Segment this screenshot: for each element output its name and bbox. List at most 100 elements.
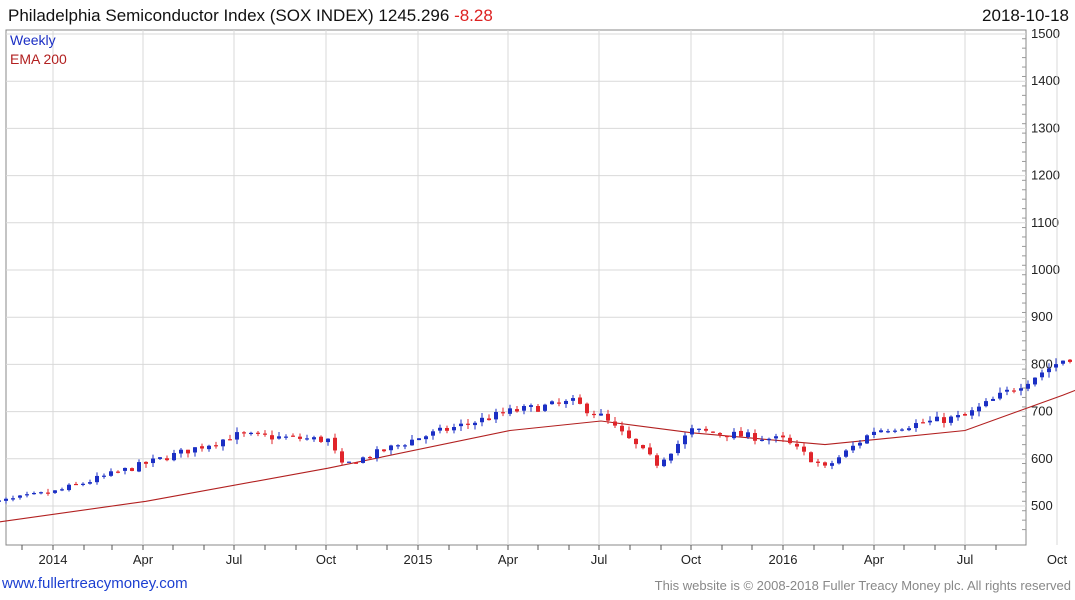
- candle-body: [718, 433, 722, 435]
- candle-body: [249, 432, 253, 435]
- candle-body: [928, 420, 932, 423]
- candle-body: [984, 401, 988, 407]
- candle-body: [319, 436, 323, 442]
- candle-body: [333, 437, 337, 451]
- y-tick-label: 1500: [1031, 26, 1060, 41]
- candle-body: [914, 423, 918, 429]
- candle-body: [32, 492, 36, 495]
- y-tick-label: 700: [1031, 404, 1053, 419]
- candle-body: [284, 436, 288, 438]
- x-tick-label: 2015: [404, 552, 433, 567]
- candle-body: [123, 467, 127, 471]
- candle-body: [1068, 359, 1072, 362]
- candle-body: [739, 430, 743, 437]
- candle-body: [242, 432, 246, 434]
- candle-body: [697, 428, 701, 430]
- candle-body: [53, 490, 57, 493]
- candle-body: [46, 492, 50, 494]
- y-tick-label: 500: [1031, 498, 1053, 513]
- candle-body: [256, 432, 260, 434]
- candle-body: [368, 457, 372, 459]
- candle-body: [228, 439, 232, 441]
- candle-body: [781, 435, 785, 438]
- candle-body: [788, 437, 792, 444]
- candle-body: [67, 484, 71, 491]
- x-tick-label: Oct: [1047, 552, 1068, 567]
- candle-body: [830, 463, 834, 466]
- candle-body: [424, 436, 428, 440]
- candle-body: [606, 413, 610, 421]
- candle-body: [627, 430, 631, 439]
- candle-body: [361, 457, 365, 463]
- candle-body: [620, 425, 624, 432]
- candle-body: [571, 398, 575, 401]
- candle-body: [25, 494, 29, 496]
- candle-body: [956, 415, 960, 418]
- candle-body: [389, 445, 393, 451]
- candle-body: [179, 449, 183, 454]
- candle-body: [977, 406, 981, 412]
- candle-body: [445, 427, 449, 431]
- candle-body: [543, 404, 547, 411]
- candle-body: [970, 410, 974, 416]
- candle-body: [354, 462, 358, 464]
- candle-body: [886, 431, 890, 433]
- candle-body: [151, 458, 155, 464]
- candle-body: [816, 461, 820, 463]
- candle-body: [396, 445, 400, 447]
- x-tick-label: Jul: [957, 552, 974, 567]
- candle-body: [137, 462, 141, 472]
- candle-body: [81, 483, 85, 485]
- legend-ema-200: EMA 200: [10, 51, 67, 67]
- candle-body: [263, 433, 267, 435]
- candle-body: [732, 431, 736, 439]
- candle-body: [417, 438, 421, 441]
- candle-body: [641, 445, 645, 449]
- candle-body: [1054, 364, 1058, 368]
- stock-chart: 500 600 700 800 900 1000 1100 1200 1300 1400 1500 2…: [0, 26, 1075, 567]
- website-link[interactable]: www.fullertreacymoney.com: [2, 575, 188, 592]
- x-tick-label: 2014: [39, 552, 68, 567]
- candle-body: [116, 471, 120, 473]
- candle-body: [438, 427, 442, 431]
- candle-body: [4, 498, 8, 501]
- y-tick-label: 1100: [1031, 215, 1059, 230]
- candle-body: [1061, 360, 1065, 364]
- y-tick-label: 600: [1031, 451, 1053, 466]
- candle-body: [550, 401, 554, 405]
- candle-body: [592, 413, 596, 416]
- candle-body: [585, 403, 589, 414]
- candle-body: [1012, 390, 1016, 392]
- ema-200-line: [0, 389, 1075, 523]
- index-name: Philadelphia Semiconductor Index (SOX IN…: [8, 6, 374, 25]
- candle-body: [991, 398, 995, 401]
- candle-body: [823, 462, 827, 466]
- candle-body: [767, 438, 771, 441]
- candle-body: [942, 417, 946, 423]
- candle-body: [704, 428, 708, 431]
- candle-body: [340, 451, 344, 463]
- candle-body: [326, 438, 330, 443]
- candle-body: [998, 392, 1002, 399]
- candle-body: [1040, 372, 1044, 378]
- candle-body: [529, 405, 533, 407]
- candle-body: [690, 428, 694, 435]
- chart-date: 2018-10-18: [982, 6, 1069, 25]
- candle-body: [879, 430, 883, 433]
- candle-body: [851, 445, 855, 451]
- candle-body: [676, 443, 680, 454]
- candle-body: [410, 439, 414, 446]
- candle-body: [487, 418, 491, 421]
- candle-body: [11, 498, 15, 500]
- candle-body: [893, 430, 897, 432]
- candle-body: [305, 438, 309, 440]
- candle-body: [0, 500, 1, 502]
- candle-body: [844, 450, 848, 457]
- candle-body: [508, 408, 512, 414]
- candle-body: [599, 413, 603, 416]
- candle-body: [683, 435, 687, 445]
- candle-body: [1005, 389, 1009, 392]
- candle-body: [214, 445, 218, 447]
- candle-body: [158, 457, 162, 459]
- candle-body: [760, 439, 764, 441]
